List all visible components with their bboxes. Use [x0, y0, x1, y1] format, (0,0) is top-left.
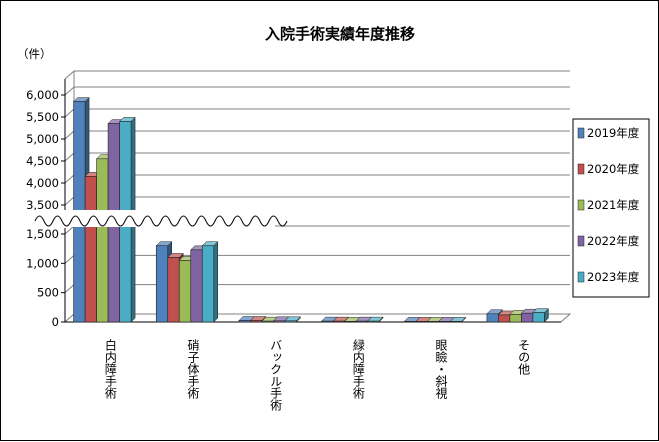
gridline — [64, 174, 570, 184]
bar — [284, 316, 302, 323]
x-tick-label: バックル手術 — [269, 339, 283, 412]
y-axis-label: （件） — [17, 47, 52, 61]
x-tick-label: その他 — [517, 339, 531, 375]
legend-box — [572, 118, 650, 298]
bar — [449, 316, 467, 323]
bar-front — [332, 320, 345, 323]
bar-front — [403, 321, 417, 323]
bar-front — [273, 320, 286, 323]
bar-front — [438, 321, 451, 323]
bar-front — [201, 245, 215, 323]
legend: 2019年度 2020年度 2021年度 2022年度 2023年度 — [572, 118, 650, 298]
legend-label: 2023年度 — [587, 270, 640, 284]
gridline — [64, 108, 570, 118]
bar-front — [344, 321, 357, 323]
bar-front — [284, 320, 297, 323]
bar-front — [261, 320, 274, 323]
x-tick-label: 硝子体手術 — [186, 339, 200, 400]
legend-label: 2021年度 — [587, 198, 640, 212]
bar-front — [190, 249, 203, 323]
bar — [201, 241, 219, 323]
gridline — [64, 284, 570, 294]
bar-front — [509, 314, 522, 323]
gridline — [64, 196, 570, 206]
bar-front — [321, 320, 334, 323]
legend-swatch — [577, 199, 585, 211]
y-tick-label: 0 — [52, 315, 59, 329]
legend-swatch — [577, 163, 585, 175]
legend-swatch — [577, 235, 585, 247]
gridline — [64, 70, 75, 80]
gridline — [64, 86, 570, 96]
axis-break-symbol — [34, 215, 288, 227]
bar-front — [521, 312, 534, 323]
bar-front — [355, 320, 368, 323]
y-tick-label: 1,000 — [26, 256, 59, 270]
y-tick-label: 4,500 — [26, 154, 59, 168]
y-tick-label: 6,000 — [26, 88, 59, 102]
legend-swatch — [577, 127, 585, 139]
bar-front — [367, 320, 380, 323]
y-tick-label: 1,500 — [26, 227, 59, 241]
y-tick-label: 3,500 — [26, 198, 59, 212]
legend-label: 2019年度 — [587, 126, 640, 140]
bar-front — [178, 260, 192, 323]
plot-area: 0 500 1,000 1,500 3,500 4,000 4,500 5,000 5,500 6… — [26, 70, 572, 412]
x-tick-label: 白内障手術 — [103, 338, 117, 400]
bar-front — [250, 320, 263, 323]
x-tick-label: 眼瞼・斜視 — [434, 339, 448, 399]
bar-front — [96, 158, 109, 323]
gridline — [64, 152, 570, 162]
y-tick-label: 500 — [37, 286, 59, 300]
bar-side — [213, 241, 218, 323]
bar — [366, 316, 384, 323]
bar-front — [532, 312, 545, 323]
bar-front — [238, 320, 251, 323]
bar-front — [426, 321, 440, 323]
gridline — [64, 130, 570, 140]
bar-front — [167, 257, 180, 323]
legend-label: 2022年度 — [587, 234, 640, 248]
legend-label: 2020年度 — [587, 162, 640, 176]
chart-title: 入院手術実績年度推移 — [265, 25, 415, 43]
x-tick-label: 緑内障手術 — [351, 338, 365, 400]
bar — [532, 308, 550, 323]
y-tick-label: 5,500 — [26, 110, 59, 124]
bar-front — [486, 313, 499, 323]
bar-front — [449, 321, 463, 323]
gridline — [64, 254, 570, 264]
bar-front — [415, 321, 428, 323]
bar-front — [155, 245, 169, 323]
bar-front — [84, 176, 97, 323]
gridline — [64, 225, 570, 235]
bar-front — [498, 314, 511, 323]
legend-swatch — [577, 271, 585, 283]
y-tick-label: 4,000 — [26, 176, 59, 190]
y-tick-label: 5,000 — [26, 132, 59, 146]
